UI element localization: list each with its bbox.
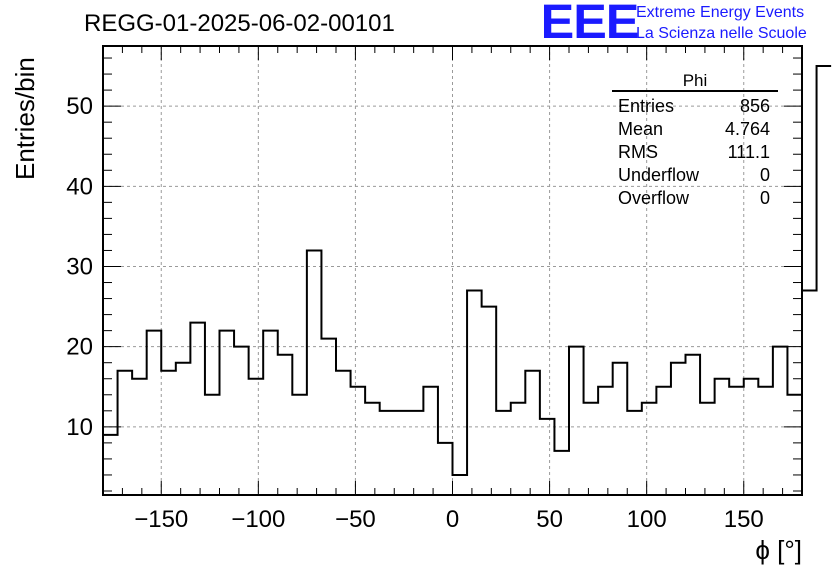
stats-row-mean: Mean 4.764 <box>612 118 778 141</box>
x-tick-label: 0 <box>446 506 459 533</box>
stats-label: RMS <box>618 142 658 162</box>
stats-title: Phi <box>682 71 708 90</box>
y-tick-label: 50 <box>66 93 93 120</box>
logo-line-1: Extreme Energy Events <box>636 4 805 21</box>
chart-title: REGG-01-2025-06-02-00101 <box>84 10 395 37</box>
x-tick-label: 150 <box>724 506 764 533</box>
x-tick-label: 50 <box>536 506 563 533</box>
stats-row-underflow: Underflow 0 <box>612 164 778 187</box>
y-tick-label: 40 <box>66 173 93 200</box>
stats-value: 0 <box>759 165 770 185</box>
stats-divider <box>612 90 778 92</box>
logo-line-2: La Scienza nelle Scuole <box>636 25 807 42</box>
stats-value: 856 <box>739 96 770 116</box>
x-tick-labels: −150 −100 −50 0 50 100 150 <box>134 506 764 533</box>
x-axis-label: ϕ [°] <box>755 535 802 565</box>
stats-row-rms: RMS 111.1 <box>612 141 778 164</box>
stats-value: 0 <box>759 188 770 208</box>
y-tick-label: 10 <box>66 414 93 441</box>
y-axis-label: Entries/bin <box>10 57 40 180</box>
stats-value: 111.1 <box>727 142 770 162</box>
stats-label: Overflow <box>618 188 690 208</box>
stats-label: Mean <box>618 119 664 139</box>
stats-value: 4.764 <box>724 119 770 139</box>
x-tick-label: −100 <box>231 506 285 533</box>
stats-row-entries: Entries 856 <box>612 95 778 118</box>
stats-label: Underflow <box>618 165 700 185</box>
plot-frame <box>102 45 803 496</box>
axis-ticks <box>103 46 802 495</box>
y-tick-label: 30 <box>66 253 93 280</box>
stats-box: Phi Entries 856 Mean 4.764 RMS 111.1 Und… <box>612 72 778 210</box>
eee-logo: EEE <box>540 0 640 49</box>
x-tick-label: −50 <box>335 506 376 533</box>
stats-label: Entries <box>618 96 675 116</box>
histogram-line <box>103 65 832 476</box>
y-tick-labels: 10 20 30 40 50 <box>66 93 93 441</box>
x-tick-label: −150 <box>134 506 188 533</box>
y-tick-label: 20 <box>66 334 93 361</box>
x-tick-label: 100 <box>627 506 667 533</box>
stats-row-overflow: Overflow 0 <box>612 187 778 210</box>
